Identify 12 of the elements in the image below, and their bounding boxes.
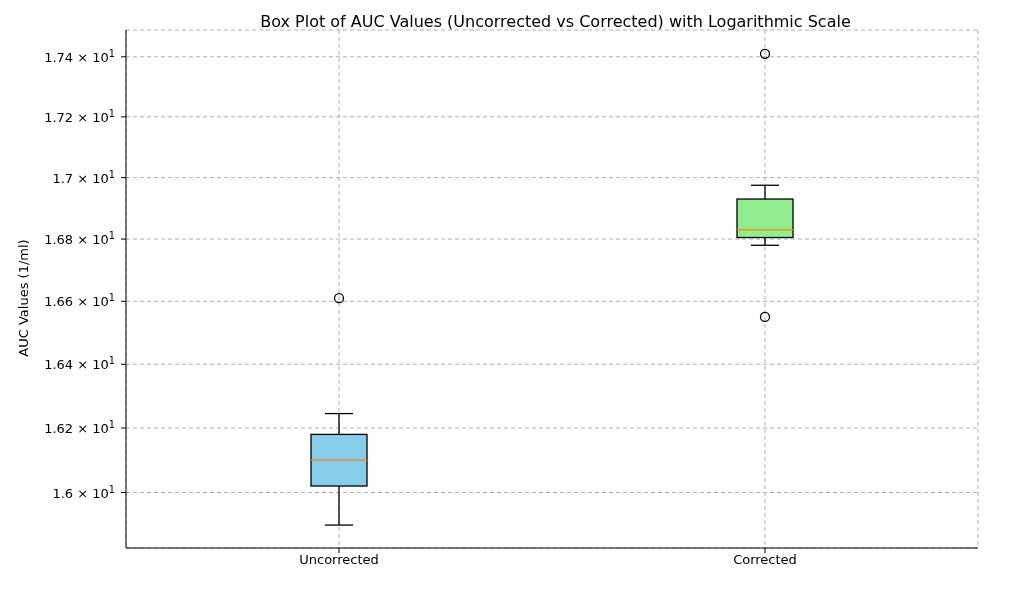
y-tick-label: 1.68 × 10$^{1}$ xyxy=(44,229,115,248)
y-tick-label: 1.72 × 10$^{1}$ xyxy=(44,107,115,125)
y-tick-label: 1.74 × 10$^{1}$ xyxy=(44,47,115,65)
y-tick-label: 1.62 × 10$^{1}$ xyxy=(44,418,115,436)
x-tick-label: Uncorrected xyxy=(299,552,379,568)
y-tick-label: 1.64 × 10$^{1}$ xyxy=(44,354,115,373)
y-axis-title: AUC Values (1/ml) xyxy=(16,239,31,357)
y-tick-label: 1.66 × 10$^{1}$ xyxy=(44,291,115,310)
y-tick-label: 1.7 × 10$^{1}$ xyxy=(52,168,115,186)
y-tick-label: 1.6 × 10$^{1}$ xyxy=(52,483,115,501)
x-tick-label: Corrected xyxy=(733,552,797,568)
chart-title: Box Plot of AUC Values (Uncorrected vs Corrected) with Logarithmic Scale xyxy=(259,12,852,31)
